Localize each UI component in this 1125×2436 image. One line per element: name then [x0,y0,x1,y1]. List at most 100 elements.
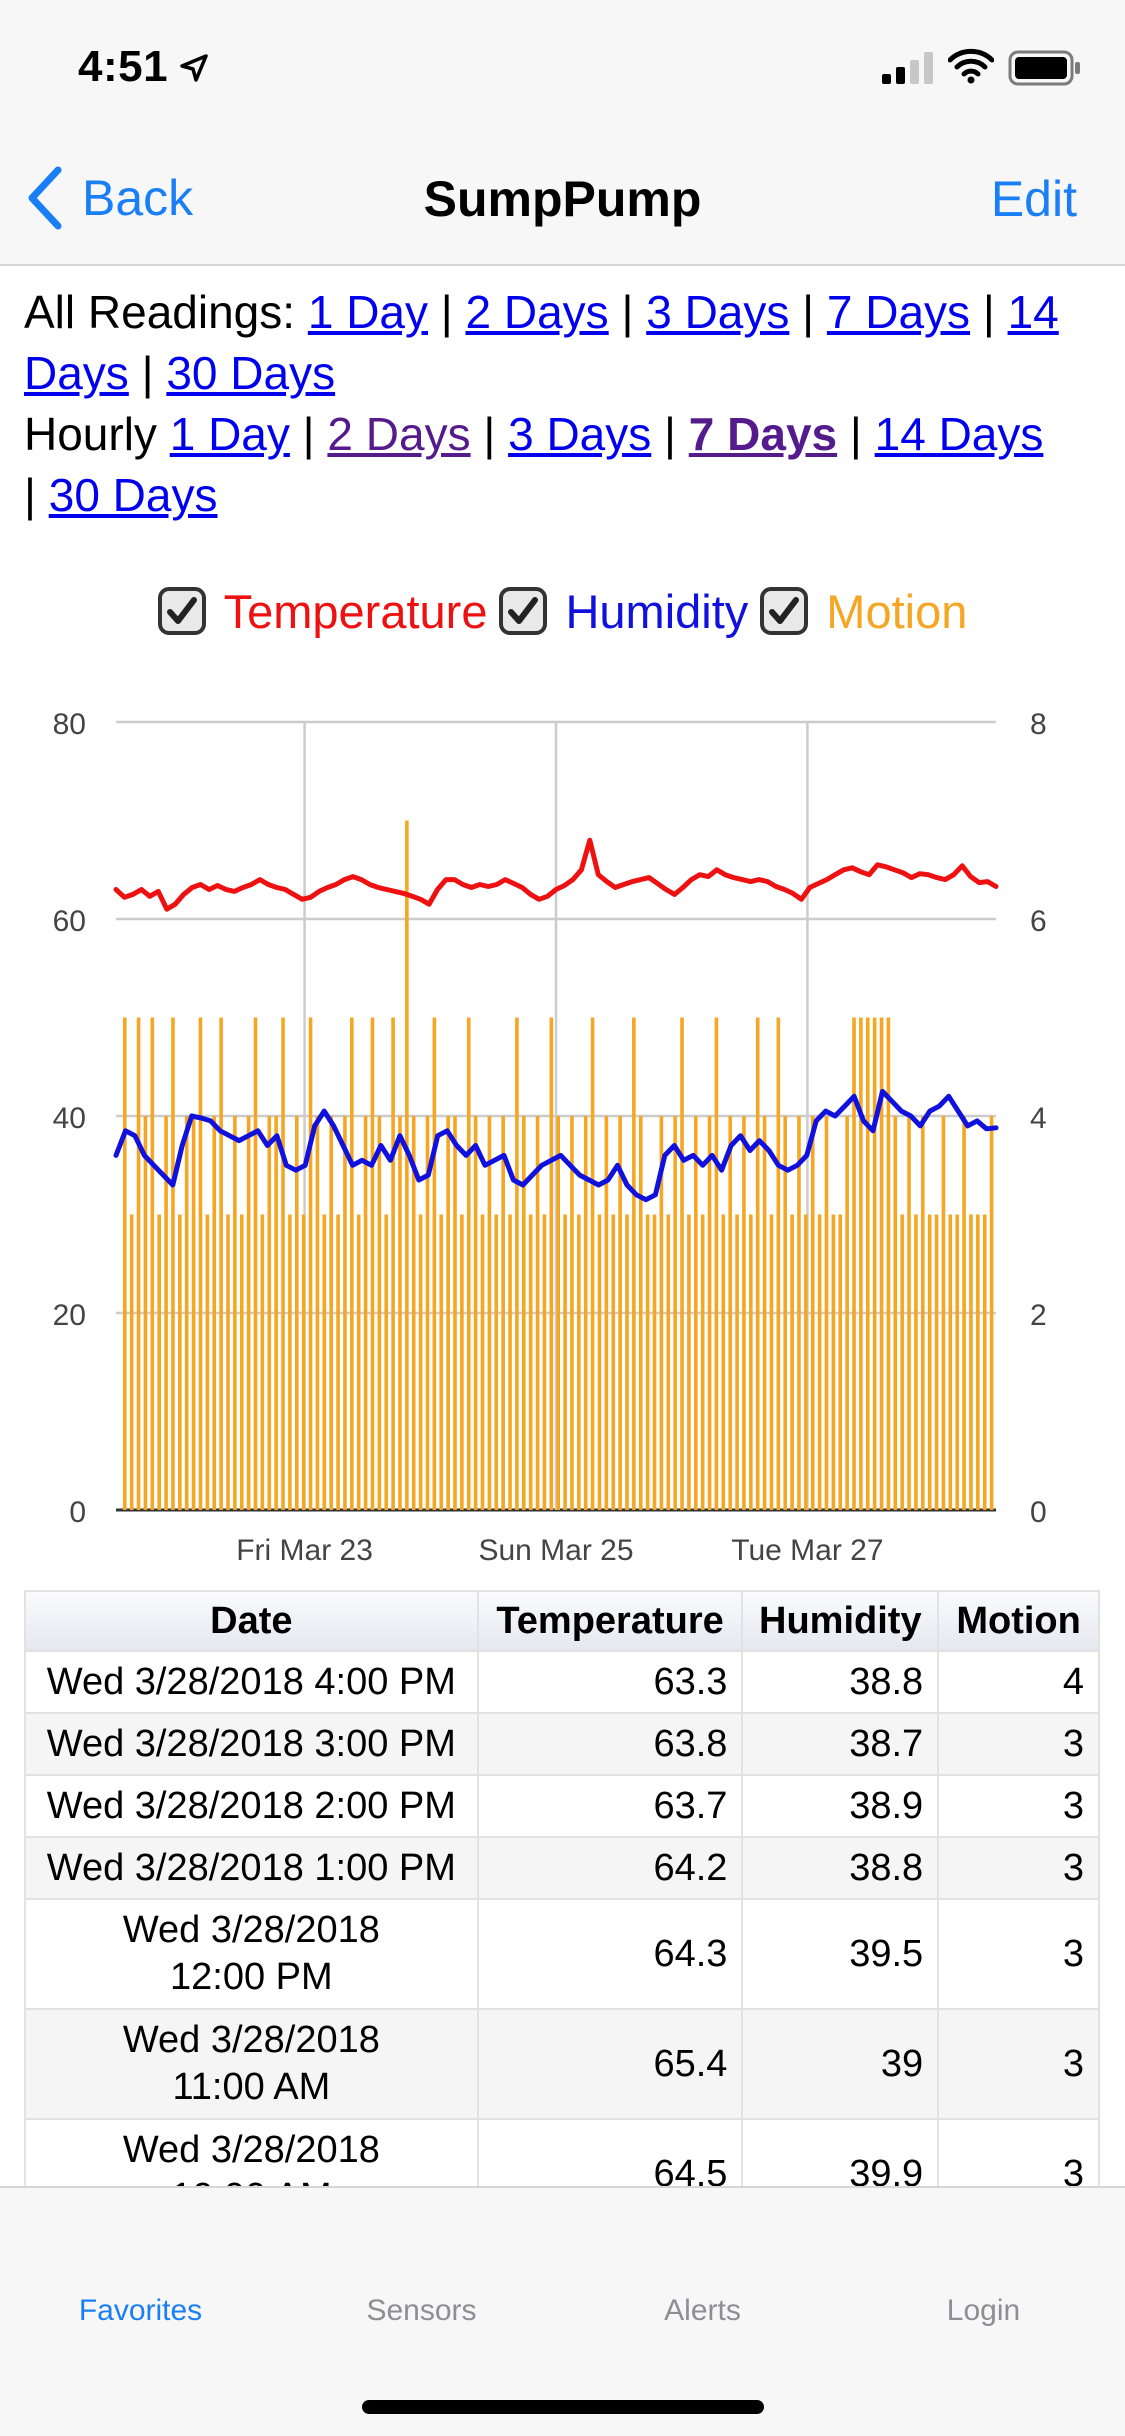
home-indicator [362,2400,764,2414]
table-row[interactable]: Wed 3/28/2018 10:00 AM64.539.93 [24,2118,1100,2186]
cell-date: Wed 3/28/2018 1:00 PM [24,1836,479,1900]
motion-bar [418,1214,423,1510]
motion-bar [728,1116,732,1510]
y-left-tick-label: 60 [53,905,86,938]
motion-bar [687,1214,691,1510]
separator: | [664,408,676,460]
motion-bar [590,1017,595,1510]
table-row[interactable]: Wed 3/28/2018 4:00 PM 63.3 38.8 4 [24,1650,1100,1714]
motion-bar [632,1017,636,1510]
all-readings-link-30-days[interactable]: 30 Days [166,347,336,399]
tab-sensors[interactable]: Sensors [366,2294,477,2327]
legend-item-humidity[interactable]: Humidity [499,584,748,639]
motion-bar [652,1214,657,1510]
motion-bar [343,1116,347,1510]
motion-bar [350,1017,354,1510]
cell-motion: 3 [937,1898,1100,2010]
motion-bar [577,1214,581,1510]
cell-temperature: 65.4 [476,2008,744,2120]
cell-temperature: 64.3 [476,1898,744,2010]
separator: | [849,408,862,460]
motion-bar [501,1116,505,1510]
all-readings-link-1-day[interactable]: 1 Day [307,286,428,338]
motion-bar [171,1017,175,1510]
motion-bar [281,1017,285,1510]
battery-icon [1008,50,1080,86]
hourly-link-3-days[interactable]: 3 Days [508,408,652,460]
motion-bar [797,1116,801,1510]
hourly-link-30-days[interactable]: 30 Days [48,469,218,521]
column-header-date[interactable]: Date [24,1590,479,1652]
column-header-temperature[interactable]: Temperature [476,1590,744,1652]
hourly-link-2-days[interactable]: 2 Days [327,408,471,460]
motion-bar [927,1214,932,1510]
motion-bar [246,1116,251,1510]
motion-bar [824,1116,829,1510]
motion-bar [542,1214,547,1510]
cell-date: Wed 3/28/2018 4:00 PM [24,1650,479,1714]
tab-favorites[interactable]: Favorites [78,2294,203,2327]
motion-bar [432,1017,437,1510]
motion-bar [769,1214,774,1510]
tab-alerts[interactable]: Alerts [664,2294,741,2327]
motion-bar [934,1214,939,1510]
all-readings-link-7-days[interactable]: 7 Days [826,286,971,338]
legend-item-motion[interactable]: Motion [760,584,967,639]
motion-bar [638,1116,643,1510]
motion-bar [976,1214,980,1510]
location-arrow-icon [180,54,208,82]
motion-bar [528,1214,533,1510]
wifi-icon [948,48,994,84]
y-right-tick-label: 6 [1030,905,1047,938]
tab-login[interactable]: Login [946,2294,1021,2327]
motion-bar [233,1116,237,1510]
motion-bar [790,1214,794,1510]
checkbox-checked-icon[interactable] [760,587,809,635]
motion-bar [583,1116,588,1510]
y-right-tick-label: 8 [1030,708,1047,741]
motion-bar [625,1214,629,1510]
y-right-tick-label: 0 [1030,1496,1047,1529]
motion-bar [618,1116,622,1510]
motion-bar [865,1017,870,1510]
hourly-link-1-day[interactable]: 1 Day [169,408,290,460]
all-readings-link-14-days[interactable]: 14 Days [24,286,1059,399]
hourly-link-14-days[interactable]: 14 Days [874,408,1044,460]
table-row[interactable]: Wed 3/28/2018 2:00 PM 63.7 38.9 3 [24,1774,1100,1838]
y-left-tick-label: 80 [53,708,86,741]
table-row[interactable]: Wed 3/28/2018 3:00 PM 63.8 38.7 3 [24,1712,1100,1776]
edit-button[interactable]: Edit [990,171,1077,227]
motion-bar [700,1214,705,1510]
checkbox-checked-icon[interactable] [157,587,206,635]
all-readings-link-2-days[interactable]: 2 Days [465,286,609,338]
all-readings-link-3-days[interactable]: 3 Days [646,286,790,338]
motion-bar [123,1017,127,1510]
checkbox-checked-icon[interactable] [499,587,548,635]
motion-bar [425,1116,430,1510]
column-header-humidity[interactable]: Humidity [741,1590,940,1652]
column-header-motion[interactable]: Motion [937,1590,1100,1652]
motion-bar [178,1214,182,1510]
back-button[interactable]: Back [24,162,193,234]
cell-date: Wed 3/28/2018 11:00 AM [24,2008,479,2120]
motion-bar [735,1214,739,1510]
motion-bar [948,1214,953,1510]
motion-bar [783,1116,788,1510]
chart-legend: Temperature Humidity Motion [0,578,1125,644]
table-row[interactable]: Wed 3/28/2018 1:00 PM 64.2 38.8 3 [24,1836,1100,1900]
motion-bar [136,1017,141,1510]
motion-bar [914,1214,918,1510]
motion-bar [460,1214,464,1510]
motion-bar [680,1017,684,1510]
legend-item-temperature[interactable]: Temperature [157,584,487,639]
table-row[interactable]: Wed 3/28/2018 11:00 AM 65.4 39 3 [24,2008,1100,2120]
motion-bar [941,1116,946,1510]
cell-temperature: 64.2 [476,1836,744,1900]
cell-humidity: 39.9 [741,2118,940,2186]
table-row[interactable]: Wed 3/28/2018 12:00 PM 64.3 39.5 3 [24,1898,1100,2010]
hourly-link-7-days[interactable]: 7 Days [688,408,838,460]
motion-bar [810,1116,815,1510]
cell-temperature: 64.5 [476,2118,744,2186]
separator: | [982,286,995,338]
y-left-tick-label: 40 [53,1102,86,1135]
